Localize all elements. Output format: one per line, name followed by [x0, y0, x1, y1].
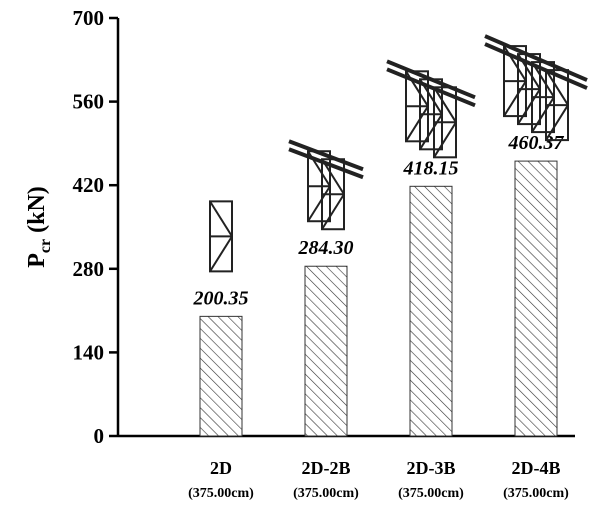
y-tick-label: 420	[73, 173, 105, 197]
x-tick-sublabel: (375.00cm)	[503, 486, 569, 501]
brace	[545, 69, 569, 106]
x-tick-label: 2D-4B	[512, 458, 561, 478]
value-label: 460.37	[508, 132, 565, 154]
structure-icon	[484, 34, 588, 142]
bar	[304, 265, 348, 437]
brace	[405, 105, 429, 142]
x-tick-sublabel: (375.00cm)	[293, 486, 359, 501]
brace	[419, 113, 443, 150]
y-tick-label: 280	[73, 257, 105, 281]
beam	[484, 42, 588, 90]
y-label-symbol: P	[24, 253, 50, 268]
bar	[514, 160, 558, 437]
brace	[503, 80, 527, 117]
brace	[433, 86, 457, 123]
bar	[199, 315, 243, 437]
value-label: 418.15	[403, 157, 459, 179]
bar	[409, 185, 453, 437]
structure-icon	[288, 139, 364, 231]
x-tick-sublabel: (375.00cm)	[188, 486, 254, 501]
x-tick-label: 2D-2B	[302, 458, 351, 478]
brace	[209, 200, 233, 237]
y-label-subscript: cr	[37, 239, 54, 253]
value-label: 284.30	[298, 237, 354, 259]
structure-icon	[386, 59, 476, 159]
y-axis-label: Pcr (kN)	[24, 186, 54, 268]
beam	[386, 67, 476, 108]
y-label-unit: (kN)	[24, 186, 50, 233]
brace	[531, 96, 555, 133]
brace	[545, 104, 569, 141]
x-tick-label: 2D	[210, 458, 232, 478]
beam	[288, 147, 364, 180]
x-tick-sublabel: (375.00cm)	[398, 486, 464, 501]
y-tick-label: 700	[73, 6, 105, 30]
brace	[209, 235, 233, 272]
brace	[517, 88, 541, 125]
brace	[433, 121, 457, 158]
y-tick-label: 140	[73, 340, 105, 364]
brace	[307, 185, 331, 222]
structure-icon	[209, 200, 233, 273]
y-tick-label: 560	[73, 90, 105, 114]
x-tick-label: 2D-3B	[407, 458, 456, 478]
beam	[288, 139, 364, 172]
beam	[386, 59, 476, 100]
beam	[484, 34, 588, 82]
y-tick-label: 0	[94, 424, 105, 448]
value-label: 200.35	[193, 287, 249, 309]
brace	[321, 193, 345, 230]
